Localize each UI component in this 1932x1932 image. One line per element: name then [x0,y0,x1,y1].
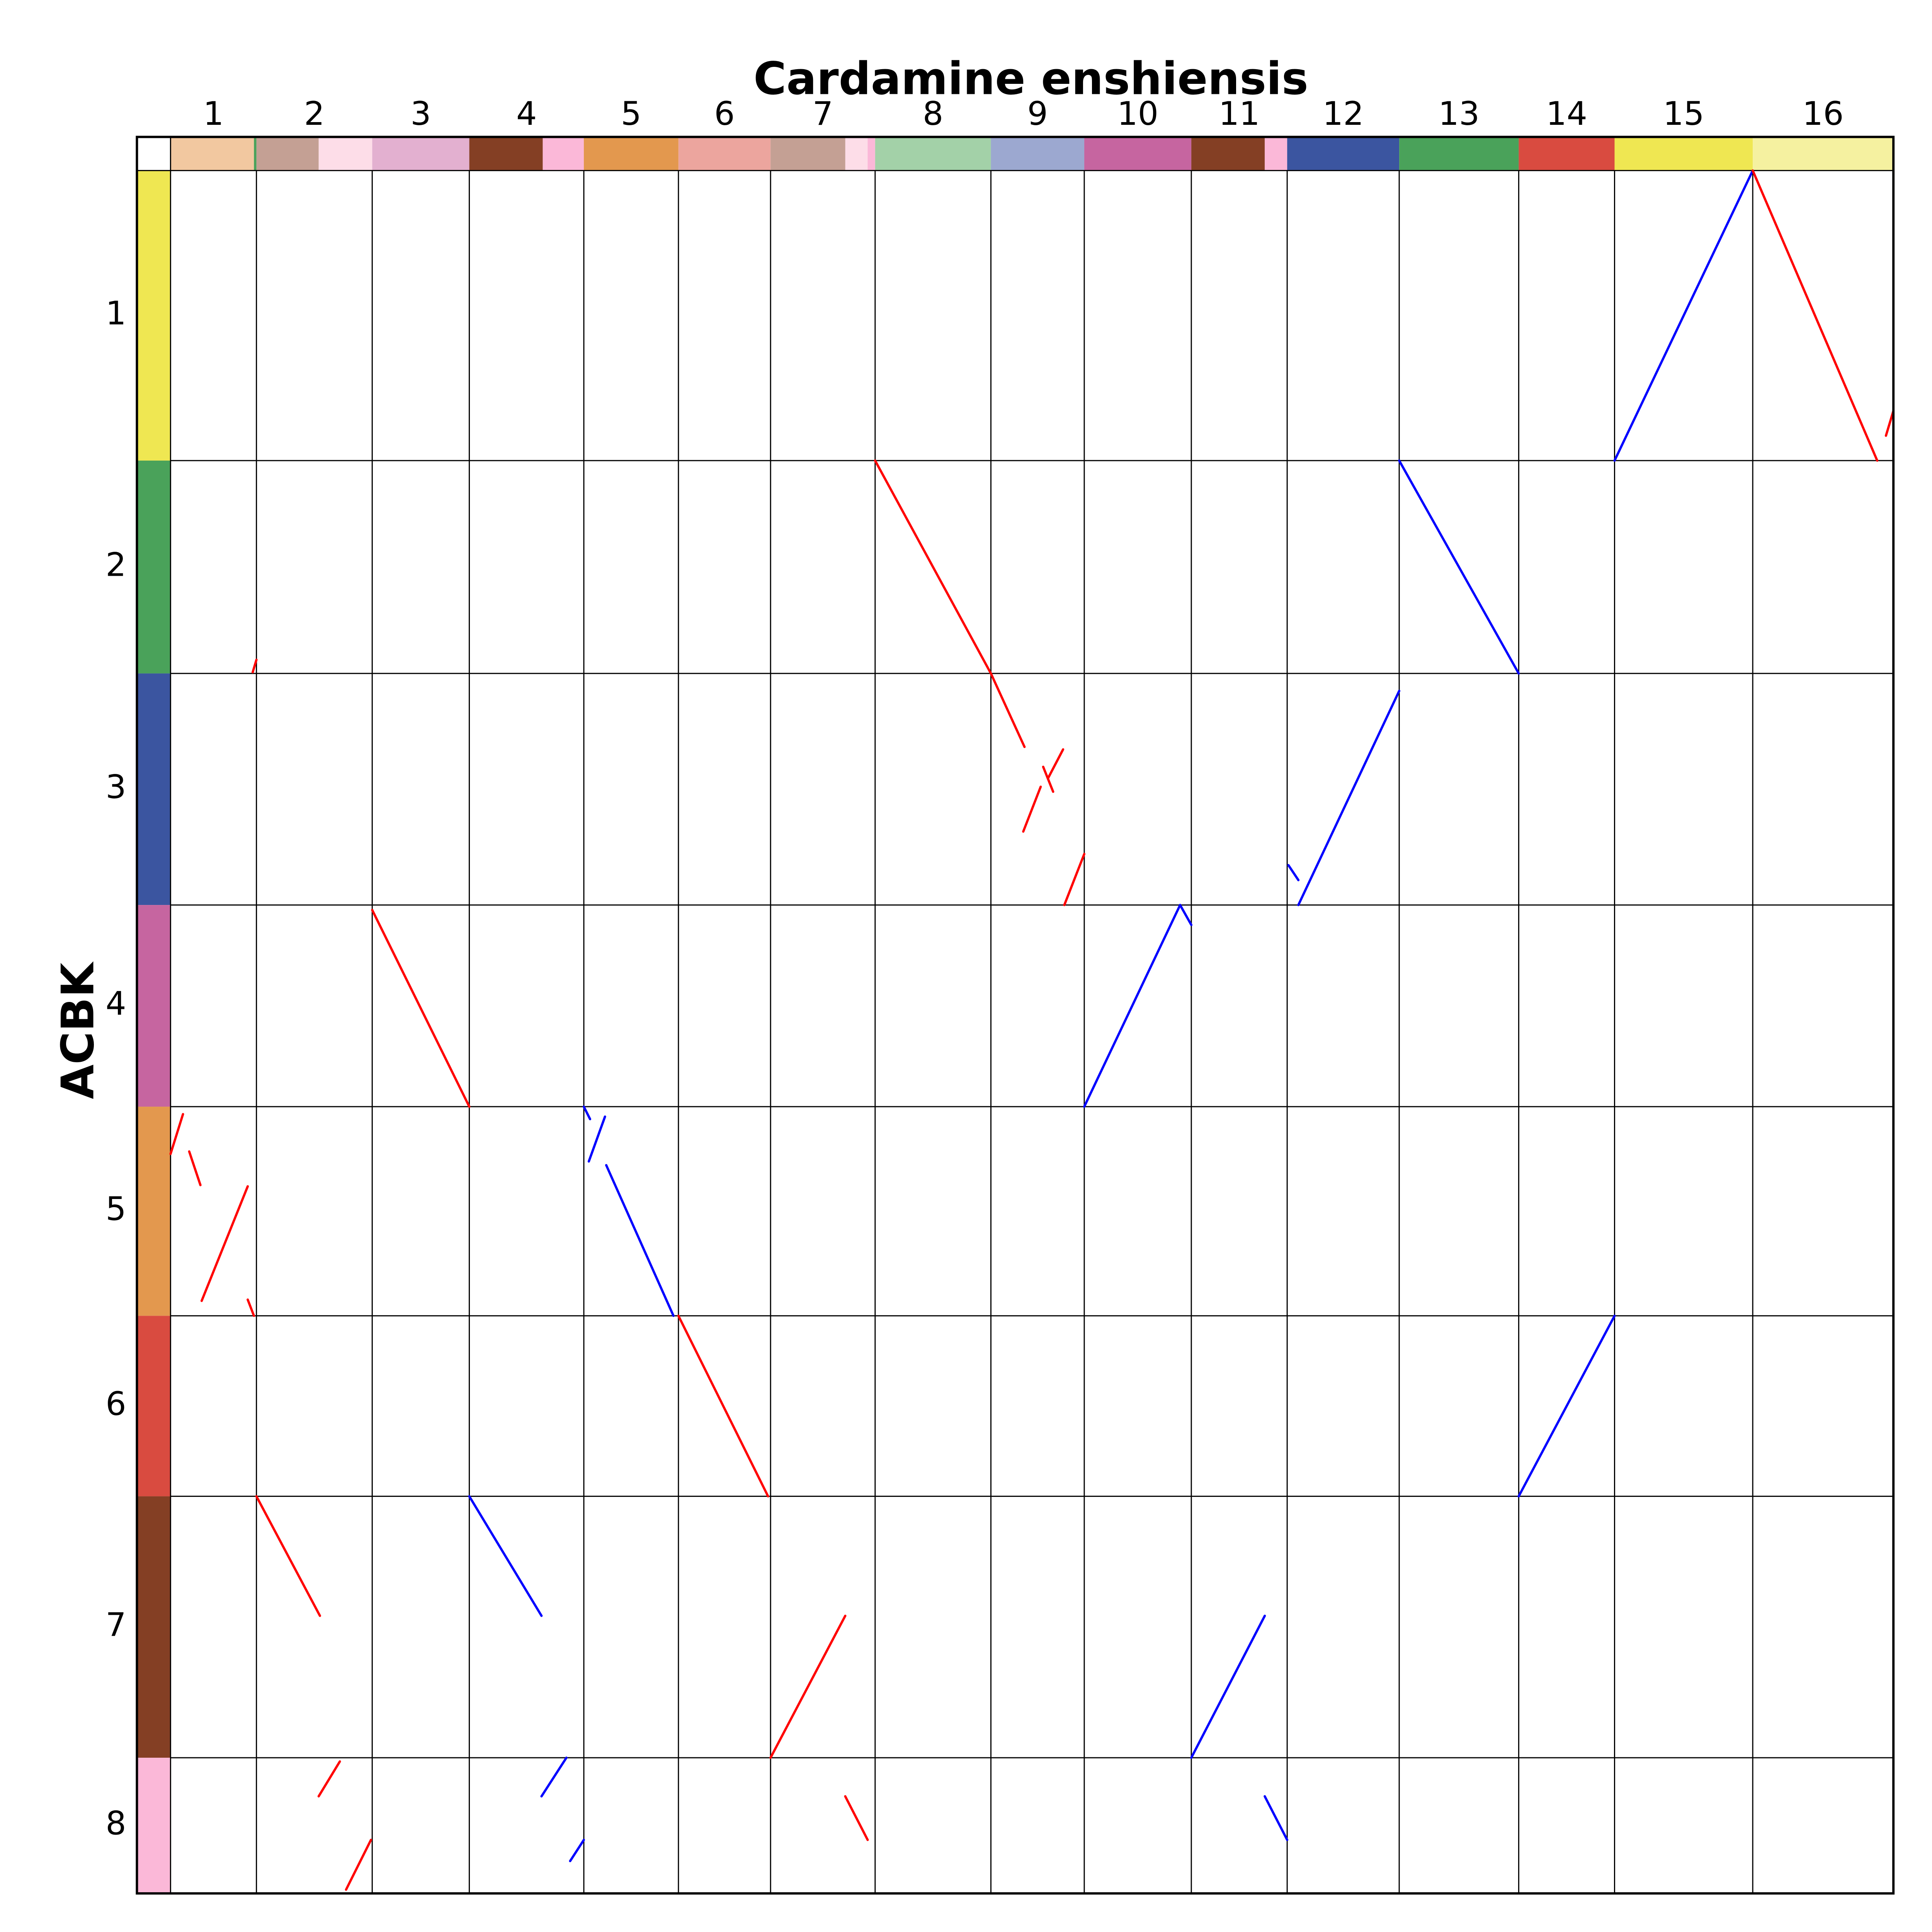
y-tick-label: 8 [105,1804,126,1842]
synteny-segment [1884,410,1895,437]
x-tick-label: 10 [1117,95,1158,133]
x-strip-block [543,137,584,171]
x-tick-label: 16 [1803,95,1844,133]
x-tick-label: 3 [410,95,431,133]
x-strip-block [845,137,868,171]
x-strip-block [1191,137,1265,171]
synteny-segment [317,1760,341,1798]
x-tick-label: 13 [1438,95,1480,133]
synteny-segment [1752,169,1879,462]
synteny-segment [1297,690,1401,906]
x-strip-block [1084,137,1192,171]
x-tick-label: 12 [1323,95,1364,133]
x-strip-block [1519,137,1615,171]
y-axis-label: ACBK [52,961,104,1099]
y-strip-block [137,1107,171,1316]
x-strip-block [770,137,845,171]
x-tick-label: 6 [714,95,735,133]
synteny-segment [874,459,992,675]
synteny-segment [769,1614,847,1759]
synteny-segment [582,1105,592,1121]
synteny-segment [1517,1315,1616,1498]
x-tick-label: 7 [813,95,833,133]
synteny-segment [844,1795,869,1841]
synteny-segment [1398,459,1520,675]
y-tick-label: 6 [105,1385,126,1423]
x-tick-label: 9 [1027,95,1048,133]
synteny-segment [677,1315,769,1498]
y-tick-label: 1 [105,294,126,332]
x-tick-label: 4 [516,95,537,133]
x-tick-label: 1 [203,95,224,133]
synteny-segment [1047,748,1065,779]
synteny-segment [188,1150,202,1187]
y-strip-block [137,905,171,1107]
x-tick-label: 14 [1546,95,1587,133]
x-strip-block [1399,137,1519,171]
x-strip-block [1614,137,1753,171]
x-tick-label: 11 [1219,95,1260,133]
synteny-segment [247,1298,255,1317]
y-tick-label: 2 [105,546,126,583]
x-strip-block [991,137,1085,171]
y-tick-label: 4 [105,985,126,1022]
x-tick-label: 8 [923,95,943,133]
y-strip-block [137,461,171,673]
y-tick-label: 5 [105,1190,126,1228]
synteny-segment [1287,864,1300,881]
x-strip-block [875,137,991,171]
x-tick-label: 15 [1663,95,1704,133]
synteny-segment [1022,786,1042,833]
x-strip-block [583,137,679,171]
x-strip-block [1265,137,1287,171]
plot-frame [136,136,1895,1895]
synteny-segment [371,909,471,1108]
synteny-segment [569,1838,585,1862]
synteny-segment [251,658,258,673]
y-tick-label: 7 [105,1606,126,1644]
x-tick-label: 5 [621,95,641,133]
synteny-segment [540,1756,568,1798]
synteny-segment [169,1113,184,1155]
x-strip-block [372,137,469,171]
synteny-segment [1083,904,1182,1108]
x-strip-block [318,137,372,171]
y-strip-block [137,1757,171,1894]
synteny-segment [1179,904,1193,926]
synteny-segment [1042,765,1054,793]
synteny-segment [1063,853,1086,906]
y-strip-block [137,1496,171,1758]
synteny-segment [255,1495,321,1617]
x-strip-block [1753,137,1894,171]
x-strip-block [469,137,543,171]
chart-title: Cardamine enshiensis [753,53,1308,105]
synteny-segment [1264,1795,1289,1841]
synteny-segment [1613,169,1754,462]
synteny-segment [605,1164,675,1317]
synteny-segment [587,1115,606,1163]
x-strip-block [256,137,319,171]
x-tick-label: 2 [304,95,325,133]
synteny-segment [345,1838,372,1891]
x-strip-block [678,137,771,171]
synteny-segment [1190,1614,1266,1759]
synteny-segment [200,1185,249,1302]
y-tick-label: 3 [105,768,126,806]
x-strip-block [170,137,254,171]
y-strip-block [137,170,171,461]
y-strip-block [137,1316,171,1497]
synteny-segment [990,672,1026,748]
y-strip-block [137,673,171,905]
x-strip-block [1287,137,1400,171]
synteny-segment [468,1495,543,1617]
x-strip-block [867,137,875,171]
x-strip-block [254,137,257,171]
